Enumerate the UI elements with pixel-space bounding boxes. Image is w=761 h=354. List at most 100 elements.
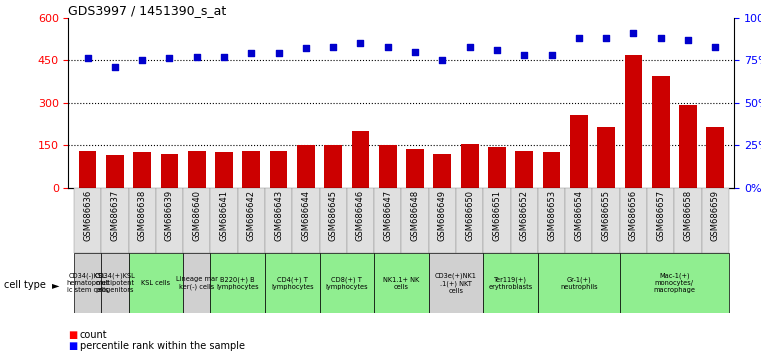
Text: ►: ► — [52, 280, 59, 290]
Text: GSM686638: GSM686638 — [138, 190, 147, 241]
Bar — [679, 105, 697, 188]
Text: Lineage mar
ker(-) cells: Lineage mar ker(-) cells — [176, 276, 218, 290]
Bar — [74, 188, 101, 253]
Bar — [106, 155, 124, 188]
Point — [654, 35, 667, 41]
Bar — [597, 127, 615, 188]
Text: GSM686654: GSM686654 — [575, 190, 584, 241]
Bar — [352, 131, 369, 188]
Text: B220(+) B
lymphocytes: B220(+) B lymphocytes — [216, 276, 259, 290]
Text: GSM686651: GSM686651 — [492, 190, 501, 241]
Point — [245, 51, 257, 56]
Bar — [625, 55, 642, 188]
Text: GSM686653: GSM686653 — [547, 190, 556, 241]
Point — [627, 30, 639, 36]
Text: GSM686657: GSM686657 — [656, 190, 665, 241]
Text: GSM686642: GSM686642 — [247, 190, 256, 241]
Text: GSM686636: GSM686636 — [83, 190, 92, 241]
Bar — [706, 127, 724, 188]
Point — [327, 44, 339, 50]
Bar — [74, 253, 101, 313]
Point — [436, 57, 448, 63]
Text: CD3e(+)NK1
.1(+) NKT
cells: CD3e(+)NK1 .1(+) NKT cells — [435, 273, 477, 294]
Point — [518, 52, 530, 58]
Bar — [488, 147, 506, 188]
Text: GSM686640: GSM686640 — [193, 190, 201, 241]
Bar — [619, 188, 647, 253]
Bar — [320, 188, 347, 253]
Text: GSM686652: GSM686652 — [520, 190, 529, 241]
Point — [164, 56, 176, 61]
Bar — [538, 188, 565, 253]
Point — [709, 44, 721, 50]
Bar — [674, 188, 702, 253]
Bar — [456, 188, 483, 253]
Point — [81, 56, 94, 61]
Text: ■: ■ — [68, 330, 78, 339]
Point — [382, 44, 394, 50]
Point — [409, 49, 421, 55]
Point — [463, 44, 476, 50]
Text: GSM686641: GSM686641 — [219, 190, 228, 241]
Bar — [243, 151, 260, 188]
Text: ■: ■ — [68, 341, 78, 351]
Bar — [652, 76, 670, 188]
Bar — [379, 145, 396, 188]
Bar — [347, 188, 374, 253]
Bar — [183, 188, 210, 253]
Bar — [428, 188, 456, 253]
Bar — [511, 188, 538, 253]
Bar — [374, 188, 402, 253]
Bar — [402, 188, 428, 253]
Text: Ter119(+)
erythroblasts: Ter119(+) erythroblasts — [489, 276, 533, 290]
Bar — [183, 253, 210, 313]
Text: GSM686656: GSM686656 — [629, 190, 638, 241]
Text: GSM686646: GSM686646 — [356, 190, 365, 241]
Bar — [483, 253, 538, 313]
Text: CD8(+) T
lymphocytes: CD8(+) T lymphocytes — [326, 276, 368, 290]
Point — [491, 47, 503, 53]
Text: GSM686643: GSM686643 — [274, 190, 283, 241]
Text: CD4(+) T
lymphocytes: CD4(+) T lymphocytes — [271, 276, 314, 290]
Bar — [101, 253, 129, 313]
Bar — [292, 188, 320, 253]
Bar — [269, 151, 288, 188]
Bar — [156, 188, 183, 253]
Text: CD34(-)KSL
hematopoiet
ic stem cells: CD34(-)KSL hematopoiet ic stem cells — [66, 273, 109, 293]
Bar — [161, 154, 178, 188]
Text: GSM686645: GSM686645 — [329, 190, 338, 241]
Bar — [210, 188, 237, 253]
Text: percentile rank within the sample: percentile rank within the sample — [80, 341, 245, 351]
Text: cell type: cell type — [4, 280, 46, 290]
Bar — [406, 149, 424, 188]
Text: GSM686650: GSM686650 — [465, 190, 474, 241]
Bar — [324, 145, 342, 188]
Point — [573, 35, 585, 41]
Point — [682, 37, 694, 42]
Text: GSM686655: GSM686655 — [602, 190, 610, 241]
Point — [546, 52, 558, 58]
Bar — [619, 253, 729, 313]
Bar — [428, 253, 483, 313]
Bar — [702, 188, 729, 253]
Text: GSM686649: GSM686649 — [438, 190, 447, 241]
Text: GSM686659: GSM686659 — [711, 190, 720, 241]
Text: GSM686658: GSM686658 — [683, 190, 693, 241]
Text: GSM686644: GSM686644 — [301, 190, 310, 241]
Bar — [460, 144, 479, 188]
Bar — [265, 188, 292, 253]
Bar — [78, 151, 97, 188]
Text: NK1.1+ NK
cells: NK1.1+ NK cells — [384, 277, 419, 290]
Point — [109, 64, 121, 70]
Bar — [129, 253, 183, 313]
Point — [355, 40, 367, 46]
Text: Gr-1(+)
neutrophils: Gr-1(+) neutrophils — [560, 276, 597, 290]
Bar — [320, 253, 374, 313]
Text: GDS3997 / 1451390_s_at: GDS3997 / 1451390_s_at — [68, 4, 227, 17]
Bar — [647, 188, 674, 253]
Point — [136, 57, 148, 63]
Text: GSM686648: GSM686648 — [411, 190, 419, 241]
Text: GSM686647: GSM686647 — [384, 190, 392, 241]
Bar — [483, 188, 511, 253]
Bar — [129, 188, 156, 253]
